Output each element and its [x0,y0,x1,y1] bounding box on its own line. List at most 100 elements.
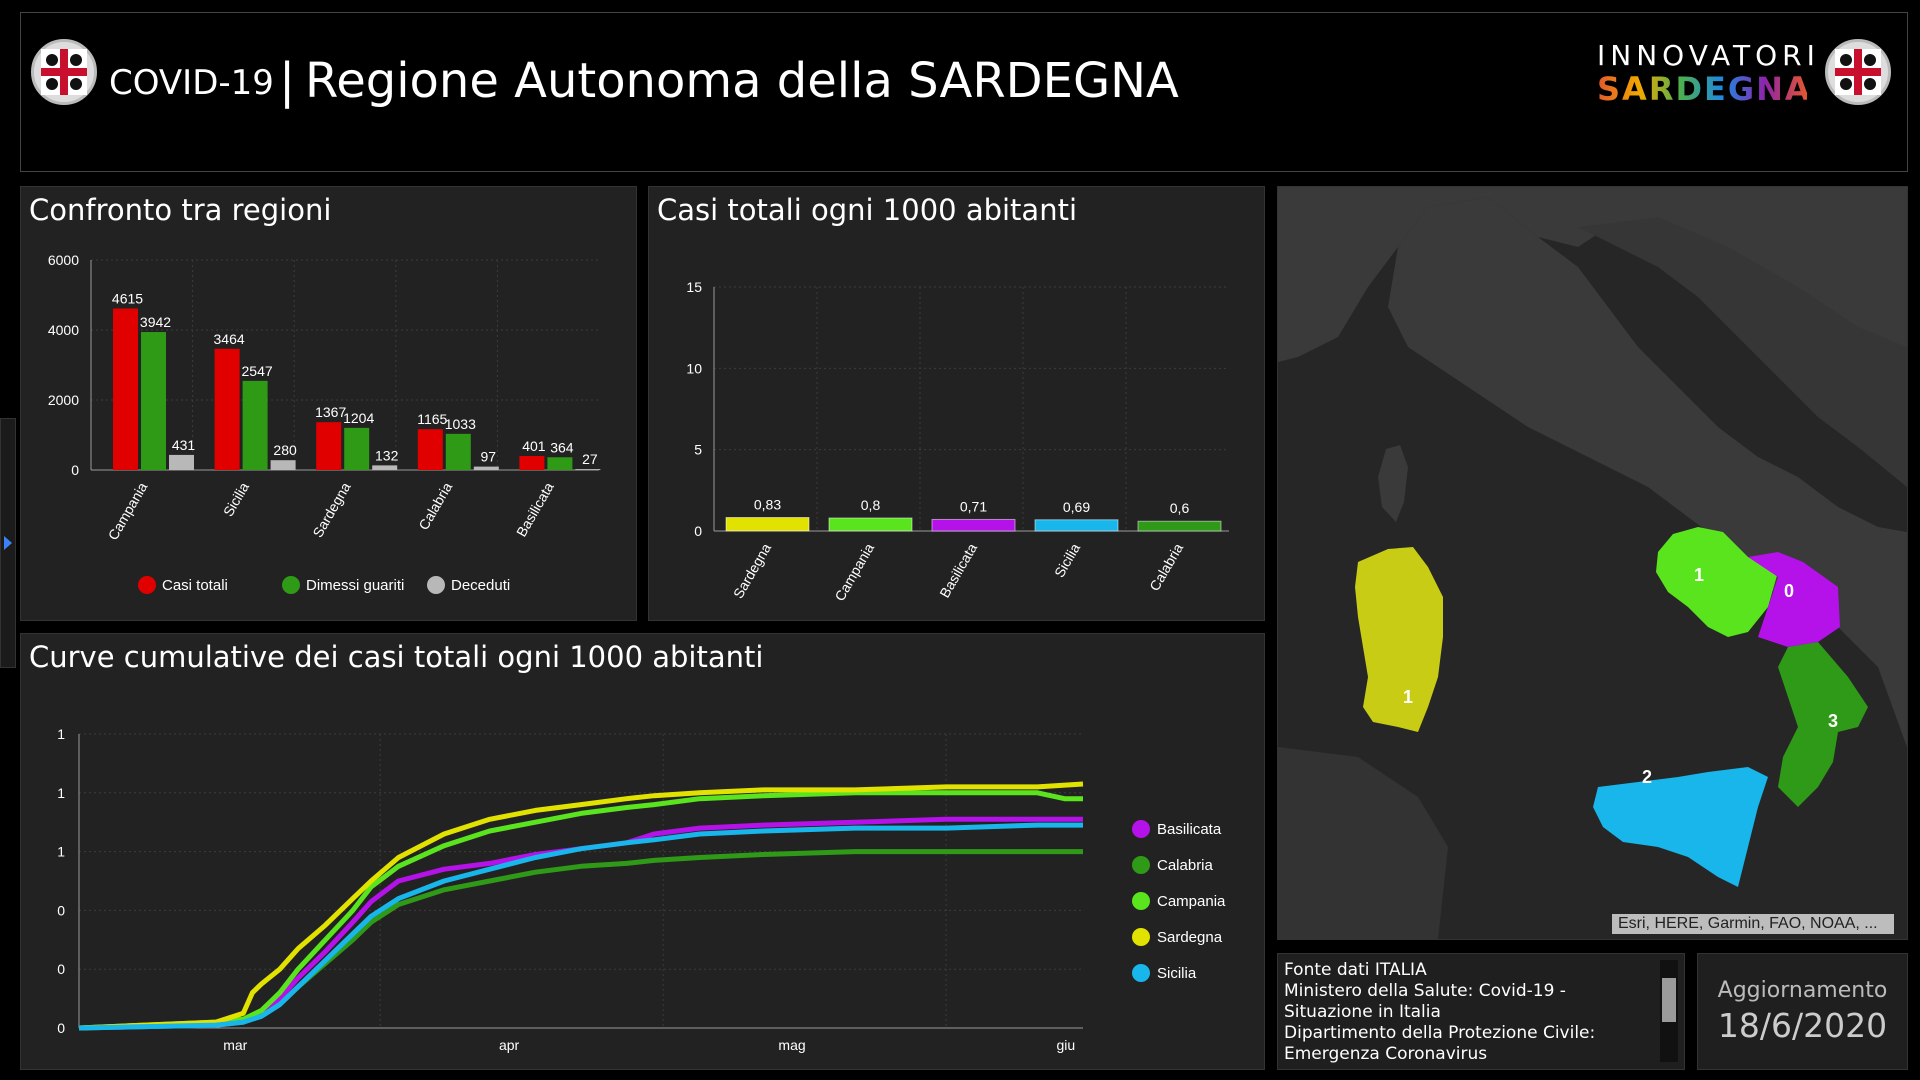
bar-basilicata [931,518,1016,532]
land-balkans [1578,217,1907,487]
x-tick-label: mag [778,1037,805,1053]
per1000-chart: 0 5 10 15 0,83 Sardegna 0,8 Campania 0,71 Basilic… [686,279,1229,604]
x-tick-label: Sardegna [730,540,774,601]
source-panel: Fonte dati ITALIA Ministero della Salute… [1277,953,1685,1070]
legend-swatch [1132,856,1150,874]
bar-casi-totali [316,422,342,470]
bar-value-label: 0,69 [1063,499,1090,515]
x-tick-label: mar [223,1037,247,1053]
x-tick-label: Sicilia [1051,540,1083,580]
y-tick-label: 5 [694,442,702,458]
series-line-basilicata [78,816,1083,1031]
bar-value-label: 3942 [140,314,171,330]
bar-dimessi-guariti [242,380,268,470]
legend-label: Campania [1157,893,1226,910]
land-tunisia [1278,747,1448,939]
sardinia-crest-right-icon [1825,39,1891,105]
scroll-thumb[interactable] [1662,978,1676,1022]
bar-value-label: 0,8 [861,497,881,513]
legend-label: Basilicata [1157,821,1222,838]
x-tick-label: Sicilia [220,479,252,519]
source-line: Ministero della Salute: Covid-19 - Situa… [1284,981,1566,1022]
y-tick-label: 4000 [48,322,79,338]
cumulative-line-chart: 0 0 0 1 1 1 mar apr mag giu Basilicata Calabria Camp… [57,726,1226,1053]
bar-value-label: 4615 [112,290,143,306]
y-tick-label: 1 [57,726,65,742]
map-panel[interactable]: 1 0 1 3 2 Esri, HERE, Garmin, FAO, NOAA,… [1277,186,1908,940]
x-tick-label: apr [499,1037,520,1053]
y-tick-label: 0 [694,523,702,539]
y-tick-label: 10 [686,360,702,376]
x-tick-label: giu [1057,1037,1076,1053]
update-date: 18/6/2020 [1717,1006,1888,1045]
map-attribution: Esri, HERE, Garmin, FAO, NOAA, ... [1612,914,1894,934]
map-label-calabria: 3 [1828,711,1839,731]
bar-deceduti [575,469,601,470]
bar-value-label: 132 [375,447,399,463]
innovatori-logo: INNOVATORI SARDEGNA [1597,39,1820,108]
bar-deceduti [473,466,499,470]
panel-title: Curve cumulative dei casi totali ogni 10… [29,640,764,674]
panel-casi-per-1000: Casi totali ogni 1000 abitanti 0 5 10 15 0,8… [648,186,1265,621]
logo-bottom-text: SARDEGNA [1597,70,1812,108]
legend-swatch [427,576,445,594]
bar-dimessi-guariti [445,433,471,470]
title-separator: | [279,53,296,109]
source-text: Fonte dati ITALIA Ministero della Salute… [1284,960,1654,1065]
legend-swatch [1132,928,1150,946]
bar-deceduti [270,460,296,470]
bar-value-label: 0,83 [754,496,781,512]
covid-label: COVID-19 [109,63,274,103]
expand-arrow-icon [4,536,12,550]
panel-title: Confronto tra regioni [29,193,332,227]
series-line-sardegna [78,781,1084,1031]
source-scrollbar[interactable] [1660,960,1678,1062]
page-title: Regione Autonoma della SARDEGNA [305,53,1179,109]
source-line: Fonte dati ITALIA [1284,960,1427,980]
bar-dimessi-guariti [141,332,166,470]
bar-value-label: 280 [273,442,297,458]
bar-value-label: 364 [550,439,574,455]
bar-value-label: 431 [172,437,196,453]
land-north-italy [1278,187,1907,362]
series-line-campania [78,790,1083,1031]
y-tick-label: 0 [57,1020,65,1036]
bar-casi-totali [519,455,545,470]
legend-swatch [1132,820,1150,838]
legend-swatch [282,576,300,594]
x-tick-label: Calabria [415,479,455,532]
side-panel-handle[interactable] [0,418,16,668]
bar-casi-totali [113,308,138,470]
bar-value-label: 0,6 [1170,500,1190,516]
bar-value-label: 2547 [242,363,273,379]
bar-deceduti [169,454,194,470]
bar-dimessi-guariti [547,457,573,470]
legend-label: Calabria [1157,857,1214,874]
logo-top-text: INNOVATORI [1597,39,1820,72]
map-label-sicilia: 2 [1642,767,1653,787]
bar-value-label: 1367 [315,404,346,420]
bar-casi-totali [417,429,443,470]
land-corsica [1378,445,1408,522]
y-tick-label: 2000 [48,392,79,408]
map-region-basilicata [1748,552,1840,647]
y-tick-label: 0 [57,902,65,918]
bar-value-label: 3464 [214,331,245,347]
series-line-sicilia [78,822,1083,1031]
y-tick-label: 15 [686,279,702,295]
bar-value-label: 1204 [343,410,374,426]
bar-value-label: 401 [522,438,546,454]
x-tick-label: Basilicata [936,540,980,600]
bar-value-label: 0,71 [960,498,987,514]
legend-swatch [1132,892,1150,910]
map-label-sardegna: 1 [1403,687,1414,707]
y-tick-label: 0 [71,462,79,478]
bar-casi-totali [214,348,240,470]
source-line: Dipartimento della Protezione Civile: Em… [1284,1023,1596,1064]
map-region-calabria [1778,642,1868,807]
bar-dimessi-guariti [344,427,370,470]
header-bar: COVID-19 | Regione Autonoma della SARDEG… [20,12,1908,172]
bar-sardegna [725,516,810,532]
y-tick-label: 0 [57,961,65,977]
map-canvas[interactable] [1278,187,1907,939]
